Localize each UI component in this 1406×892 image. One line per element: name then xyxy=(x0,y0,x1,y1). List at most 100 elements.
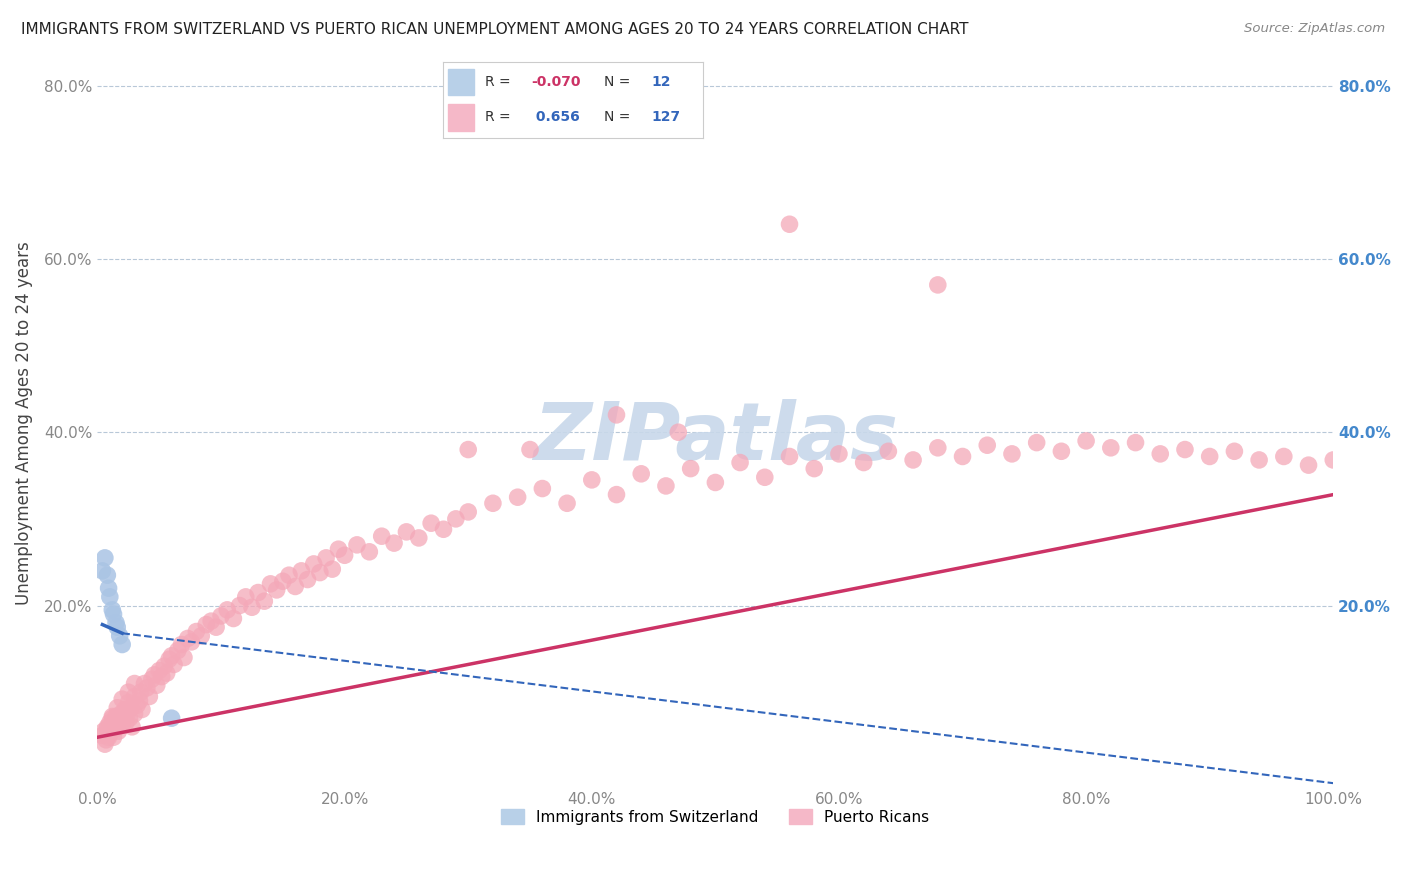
Point xyxy=(271,574,294,589)
Point xyxy=(605,487,627,501)
Point xyxy=(333,548,356,562)
Point xyxy=(124,706,146,721)
Point xyxy=(101,711,124,725)
Point xyxy=(115,706,138,721)
Point xyxy=(173,650,195,665)
Point xyxy=(655,479,678,493)
Point xyxy=(630,467,652,481)
Point xyxy=(97,581,120,595)
Point xyxy=(150,669,173,683)
Point xyxy=(228,599,250,613)
Point xyxy=(98,727,121,741)
Point xyxy=(100,724,122,739)
Point xyxy=(135,681,157,695)
Point xyxy=(108,713,131,727)
Point xyxy=(91,729,114,743)
Point xyxy=(779,450,801,464)
Point xyxy=(444,512,467,526)
Point xyxy=(153,659,176,673)
Point xyxy=(146,678,169,692)
Text: 12: 12 xyxy=(651,75,671,89)
Point xyxy=(519,442,541,457)
Point xyxy=(190,629,212,643)
Point xyxy=(209,608,232,623)
Point xyxy=(93,724,115,739)
Text: Source: ZipAtlas.com: Source: ZipAtlas.com xyxy=(1244,22,1385,36)
Point xyxy=(927,277,949,292)
Point xyxy=(754,470,776,484)
Point xyxy=(976,438,998,452)
Point xyxy=(195,617,218,632)
Point xyxy=(302,557,325,571)
Point xyxy=(200,614,222,628)
Point xyxy=(98,590,121,604)
Point xyxy=(1149,447,1171,461)
Point xyxy=(98,715,121,730)
Point xyxy=(112,711,135,725)
Point xyxy=(927,441,949,455)
Point xyxy=(1298,458,1320,472)
Bar xyxy=(449,69,474,95)
Point xyxy=(125,698,148,713)
Point xyxy=(1174,442,1197,457)
Point xyxy=(105,722,128,736)
Point xyxy=(156,666,179,681)
Point xyxy=(901,453,924,467)
Legend: Immigrants from Switzerland, Puerto Ricans: Immigrants from Switzerland, Puerto Rica… xyxy=(495,803,935,830)
Point xyxy=(124,676,146,690)
Point xyxy=(266,582,288,597)
Point xyxy=(531,482,554,496)
Point xyxy=(297,573,319,587)
Point xyxy=(131,702,153,716)
Point xyxy=(141,672,163,686)
Point xyxy=(217,603,239,617)
Point xyxy=(1272,450,1295,464)
Point xyxy=(134,676,156,690)
Text: N =: N = xyxy=(605,110,636,124)
Point xyxy=(163,657,186,672)
Point xyxy=(129,685,152,699)
Point xyxy=(160,711,183,725)
Point xyxy=(1001,447,1024,461)
Point xyxy=(160,648,183,663)
Point xyxy=(205,620,228,634)
Bar xyxy=(449,104,474,130)
Point xyxy=(482,496,505,510)
Text: R =: R = xyxy=(485,75,515,89)
Point xyxy=(828,447,851,461)
Point xyxy=(94,732,117,747)
Point xyxy=(110,706,132,721)
Point xyxy=(235,590,257,604)
Point xyxy=(111,718,134,732)
Point xyxy=(457,442,479,457)
Point xyxy=(117,685,139,699)
Point xyxy=(370,529,392,543)
Point xyxy=(284,579,307,593)
Point xyxy=(105,615,128,630)
Point xyxy=(222,611,245,625)
Point xyxy=(1074,434,1097,448)
Text: ZIPatlas: ZIPatlas xyxy=(533,399,898,477)
Point xyxy=(121,720,143,734)
Point xyxy=(105,700,128,714)
Point xyxy=(105,715,128,730)
Point xyxy=(278,568,301,582)
Point xyxy=(259,577,281,591)
Point xyxy=(581,473,603,487)
Point xyxy=(679,461,702,475)
Point xyxy=(290,564,312,578)
Point xyxy=(605,408,627,422)
Point xyxy=(1050,444,1073,458)
Point xyxy=(107,724,129,739)
Point xyxy=(170,638,193,652)
Point xyxy=(240,600,263,615)
Point xyxy=(253,594,276,608)
Point xyxy=(1322,453,1344,467)
Point xyxy=(97,731,120,745)
Point xyxy=(728,456,751,470)
Point xyxy=(1198,450,1220,464)
Point xyxy=(111,638,134,652)
Point xyxy=(852,456,875,470)
Point xyxy=(321,562,343,576)
Point xyxy=(118,711,141,725)
